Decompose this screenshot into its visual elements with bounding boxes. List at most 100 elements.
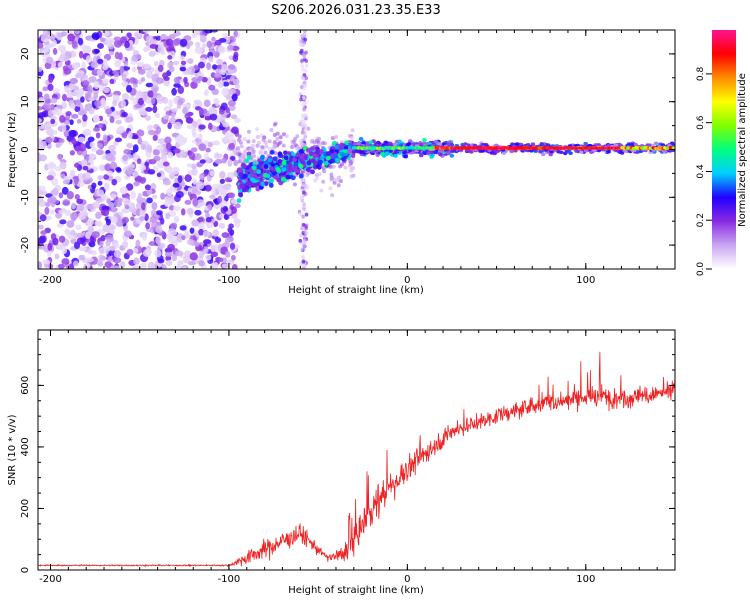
heatmap-cell	[304, 212, 309, 217]
heatmap-cell	[218, 257, 224, 263]
heatmap-cell	[57, 263, 66, 269]
heatmap-cell	[211, 36, 216, 42]
heatmap-cell	[146, 144, 153, 153]
heatmap-cell	[97, 175, 104, 180]
heatmap-cell	[45, 201, 51, 207]
heatmap-cell	[121, 111, 128, 118]
heatmap-cell	[181, 265, 187, 269]
heatmap-cell	[303, 113, 308, 118]
heatmap-cell	[193, 153, 202, 161]
y-tick-label: 400	[20, 437, 31, 456]
heatmap-cell	[75, 98, 82, 107]
y-tick-label: 0	[20, 146, 31, 152]
heatmap-cell	[110, 193, 117, 200]
heatmap-cell	[203, 239, 212, 245]
heatmap-cell	[93, 80, 100, 90]
heatmap-cell	[147, 124, 154, 130]
heatmap-cell	[255, 135, 260, 140]
heatmap-cell	[218, 80, 224, 88]
heatmap-cell	[121, 208, 128, 214]
x-tick-label: -200	[39, 275, 62, 286]
heatmap-cell	[193, 99, 202, 105]
heatmap-cell	[95, 211, 102, 220]
heatmap-cell	[55, 142, 61, 148]
heatmap-cell	[109, 223, 116, 231]
heatmap-cell	[207, 141, 213, 148]
heatmap-cell	[171, 107, 178, 113]
heatmap-cell	[206, 40, 213, 49]
heatmap-cell	[227, 64, 236, 70]
heatmap-cell	[501, 151, 507, 156]
heatmap-cell	[356, 142, 361, 146]
heatmap-cell	[186, 207, 194, 215]
heatmap-cell	[115, 119, 122, 125]
heatmap-cell	[251, 177, 256, 183]
heatmap-cell	[155, 236, 161, 245]
colorbar-tick-label: 0.8	[696, 66, 706, 81]
heatmap-cell	[130, 190, 137, 200]
heatmap-cell	[227, 159, 233, 167]
heatmap-cell	[534, 146, 538, 150]
heatmap-cell	[230, 114, 238, 120]
heatmap-cell	[302, 240, 307, 245]
heatmap-cell	[210, 251, 219, 258]
heatmap-cell	[234, 220, 241, 228]
heatmap-cell	[219, 178, 225, 184]
heatmap-cell	[259, 149, 264, 154]
heatmap-cell	[187, 58, 194, 65]
heatmap-cell	[142, 234, 148, 241]
heatmap-cell	[185, 43, 191, 50]
heatmap-cell	[172, 182, 180, 188]
heatmap-cell	[422, 138, 427, 143]
heatmap-cell	[173, 205, 181, 212]
heatmap-cell	[85, 257, 94, 263]
heatmap-cell	[191, 219, 199, 227]
heatmap-cell	[207, 204, 212, 210]
heatmap-cell	[300, 226, 304, 231]
heatmap-cell	[99, 85, 104, 92]
heatmap-cell	[59, 219, 67, 225]
heatmap-cell	[112, 70, 120, 75]
heatmap-cell	[203, 99, 211, 108]
heatmap-cell	[151, 194, 158, 200]
snr-y-axis-label: SNR (10 * v/v)	[7, 414, 18, 485]
snr-panel: -200 -100 0 100 0 200 400 600 Height of straig…	[7, 329, 676, 596]
heatmap-cell	[319, 188, 324, 193]
x-tick-label: -100	[218, 574, 241, 585]
heatmap-cell	[299, 233, 303, 238]
heatmap-cell	[267, 147, 272, 152]
heatmap-cell	[186, 66, 192, 75]
heatmap-cell	[348, 142, 353, 147]
heatmap-cell	[152, 87, 158, 96]
heatmap-cell	[74, 105, 81, 113]
heatmap-cell	[227, 192, 236, 199]
heatmap-cell	[95, 149, 104, 156]
heatmap-cell	[91, 32, 100, 40]
heatmap-cell	[304, 50, 308, 55]
heatmap-cell	[312, 153, 318, 159]
colorbar-label: Normalized spectral amplitude	[737, 73, 748, 227]
heatmap-cell	[193, 30, 198, 36]
heatmap-cell	[217, 46, 226, 54]
heatmap-cell	[392, 142, 398, 147]
heatmap-cell	[213, 97, 219, 104]
heatmap-cell	[120, 197, 129, 203]
heatmap-cell	[212, 229, 219, 237]
heatmap-cell	[231, 93, 238, 102]
heatmap-cell	[132, 153, 138, 161]
heatmap-cell	[299, 97, 303, 102]
heatmap-cell	[157, 138, 166, 145]
heatmap-cell	[268, 183, 274, 188]
heatmap-cell	[189, 227, 195, 234]
heatmap-cell	[71, 202, 76, 210]
heatmap-cell	[154, 112, 161, 118]
heatmap-cell	[298, 149, 304, 154]
heatmap-cell	[606, 149, 611, 154]
heatmap-cell	[187, 187, 193, 193]
heatmap-cell	[328, 186, 333, 191]
heatmap-cell	[251, 139, 256, 144]
heatmap-cell	[228, 132, 235, 138]
heatmap-cell	[78, 143, 87, 152]
heatmap-cell	[616, 146, 620, 150]
